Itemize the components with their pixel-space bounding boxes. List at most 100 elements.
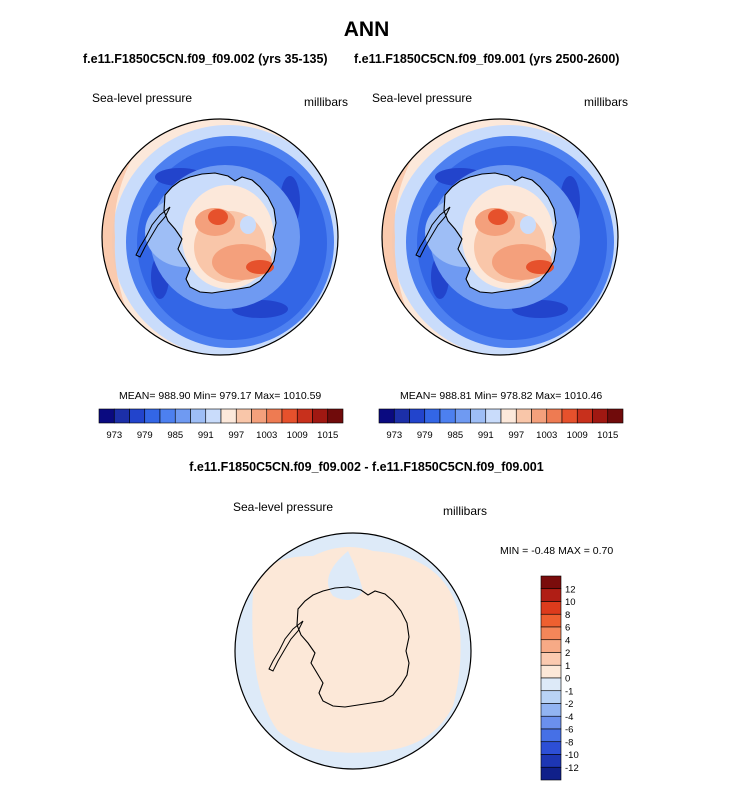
coastline bbox=[163, 172, 277, 294]
colorbar-tick-label: 4 bbox=[565, 635, 570, 646]
colorbar-tick-label: 1 bbox=[565, 661, 570, 672]
colorbar-tick-label: 973 bbox=[386, 430, 402, 441]
colorbar-tick-label: 973 bbox=[106, 430, 122, 441]
colorbar-swatch bbox=[500, 408, 517, 424]
colorbar-swatch bbox=[174, 408, 191, 424]
diff-variable: Sea-level pressure bbox=[233, 500, 334, 514]
coastline bbox=[443, 172, 557, 294]
colorbar-tick-label: 1015 bbox=[317, 430, 338, 441]
colorbar-swatch bbox=[540, 754, 562, 768]
diff-units: millibars bbox=[443, 504, 488, 518]
colorbar-swatch bbox=[531, 408, 548, 424]
page-title: ANN bbox=[343, 18, 390, 41]
colorbar-tick-label: -2 bbox=[565, 699, 573, 710]
colorbar-swatch bbox=[378, 408, 395, 424]
colorbar-swatch bbox=[220, 408, 237, 424]
colorbar-swatch bbox=[205, 408, 222, 424]
colorbar-tick-label: 10 bbox=[565, 597, 576, 608]
colorbar-swatch bbox=[592, 408, 609, 424]
map-border bbox=[101, 118, 339, 356]
colorbar-swatch bbox=[540, 652, 562, 666]
coastline bbox=[296, 586, 410, 708]
colorbar-swatch bbox=[540, 703, 562, 717]
colorbar-swatch bbox=[327, 408, 344, 424]
diff-map bbox=[234, 532, 472, 770]
colorbar-tick-label: 12 bbox=[565, 584, 576, 595]
map-field bbox=[382, 119, 618, 355]
colorbar-tick-label: 991 bbox=[478, 430, 494, 441]
colorbar-swatch bbox=[144, 408, 161, 424]
colorbar-tick-label: -10 bbox=[565, 750, 579, 761]
pressure-max bbox=[526, 260, 554, 274]
colorbar-swatch bbox=[561, 408, 578, 424]
colorbar-tick-label: 6 bbox=[565, 623, 570, 634]
pressure-max bbox=[488, 209, 508, 225]
diff-title: f.e11.F1850C5CN.f09_f09.002 - f.e11.F185… bbox=[189, 460, 544, 474]
case2-title: f.e11.F1850C5CN.f09_f09.001 (yrs 2500-26… bbox=[354, 52, 620, 66]
colorbar-tick-label: -4 bbox=[565, 712, 573, 723]
panel2-variable: Sea-level pressure bbox=[372, 91, 473, 105]
colorbar-swatch bbox=[540, 613, 562, 628]
pressure-dip bbox=[520, 216, 536, 234]
colorbar-swatch bbox=[515, 408, 532, 424]
panel1-variable: Sea-level pressure bbox=[92, 91, 193, 105]
map-field bbox=[102, 119, 338, 355]
colorbar-tick-label: 1015 bbox=[597, 430, 618, 441]
case1-title: f.e11.F1850C5CN.f09_f09.002 (yrs 35-135) bbox=[83, 52, 328, 66]
colorbar-swatch bbox=[540, 626, 562, 641]
panel1-colorbar: 973 979 985 991 997 1003 1009 1015 bbox=[98, 408, 344, 441]
colorbar-tick-label: 997 bbox=[228, 430, 244, 441]
colorbar-swatch bbox=[540, 766, 562, 781]
map-border bbox=[381, 118, 619, 356]
colorbar-tick-label: 979 bbox=[137, 430, 153, 441]
colorbar-swatch bbox=[296, 408, 313, 424]
colorbar-tick-label: -1 bbox=[565, 686, 573, 697]
colorbar-swatch bbox=[454, 408, 471, 424]
colorbar-swatch bbox=[576, 408, 593, 424]
colorbar-swatch bbox=[470, 408, 487, 424]
colorbar-swatch bbox=[546, 408, 563, 424]
colorbar-swatch bbox=[281, 408, 298, 424]
colorbar-swatch bbox=[540, 601, 562, 615]
colorbar-tick-label: 8 bbox=[565, 610, 570, 621]
colorbar-tick-label: 0 bbox=[565, 674, 570, 685]
diff-minmax: MIN = -0.48 MAX = 0.70 bbox=[500, 545, 614, 557]
colorbar-swatch bbox=[540, 677, 562, 692]
coastline-peninsula bbox=[415, 206, 451, 258]
colorbar-swatch bbox=[540, 575, 562, 590]
colorbar-swatch bbox=[159, 408, 176, 424]
colorbar-swatch bbox=[439, 408, 456, 424]
colorbar-swatch bbox=[424, 408, 441, 424]
colorbar-swatch bbox=[266, 408, 283, 424]
colorbar-swatch bbox=[129, 408, 146, 424]
coastline-peninsula bbox=[135, 206, 171, 258]
colorbar-swatch bbox=[409, 408, 426, 424]
colorbar-swatch bbox=[312, 408, 329, 424]
colorbar-tick-label: 985 bbox=[167, 430, 183, 441]
panel1-units: millibars bbox=[304, 95, 349, 109]
colorbar-swatch bbox=[393, 408, 410, 424]
colorbar-swatch bbox=[540, 741, 562, 755]
colorbar-tick-label: -6 bbox=[565, 725, 573, 736]
colorbar-tick-label: 979 bbox=[417, 430, 433, 441]
diff-field bbox=[235, 533, 471, 769]
colorbar-swatch bbox=[540, 588, 562, 602]
panel2-map bbox=[381, 118, 619, 356]
colorbar-tick-label: 1003 bbox=[256, 430, 277, 441]
panel2-units: millibars bbox=[584, 95, 629, 109]
panel2-colorbar: 973 979 985 991 997 1003 1009 1015 bbox=[378, 408, 624, 441]
panel1-stats: MEAN= 988.90 Min= 979.17 Max= 1010.59 bbox=[119, 390, 322, 402]
map-border bbox=[234, 532, 472, 770]
diff-band-positive bbox=[252, 547, 461, 753]
colorbar-tick-label: 1003 bbox=[536, 430, 557, 441]
pressure-max bbox=[246, 260, 274, 274]
colorbar-swatch bbox=[190, 408, 207, 424]
colorbar-tick-label: 985 bbox=[447, 430, 463, 441]
colorbar-swatch bbox=[113, 408, 130, 424]
colorbar-swatch bbox=[235, 408, 252, 424]
colorbar-swatch bbox=[251, 408, 268, 424]
colorbar-tick-label: 997 bbox=[508, 430, 524, 441]
panel2-stats: MEAN= 988.81 Min= 978.82 Max= 1010.46 bbox=[400, 390, 603, 402]
pressure-dip bbox=[240, 216, 256, 234]
